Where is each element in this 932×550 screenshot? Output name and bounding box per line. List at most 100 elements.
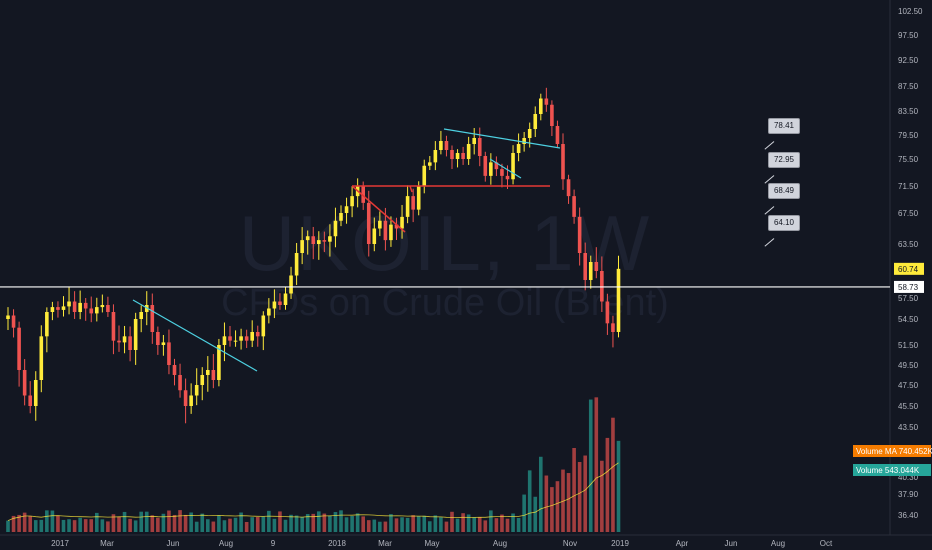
x-tick-label: 2017 (51, 539, 69, 548)
annotation-note[interactable]: 72.95 (768, 152, 800, 168)
volume-bar (139, 511, 143, 532)
candle-body (211, 370, 216, 380)
y-tick-label: 51.50 (898, 341, 919, 350)
volume-bar (267, 510, 271, 532)
candle-body (228, 336, 232, 341)
annotation-note[interactable]: 78.41 (768, 118, 800, 134)
volume-bar (83, 519, 88, 532)
volume-bar (150, 515, 155, 532)
candle-body (588, 262, 593, 280)
volume-bar (533, 496, 538, 532)
y-tick-label: 37.90 (898, 490, 919, 499)
volume-bar (178, 510, 182, 532)
volume-bar (56, 515, 60, 532)
candle-body (178, 375, 182, 391)
y-tick-label: 92.50 (898, 56, 919, 65)
trendline-flag (489, 158, 522, 179)
price-axis (890, 0, 932, 550)
volume-bar (194, 521, 199, 532)
volume-bar (45, 510, 49, 532)
candle-body (616, 268, 621, 332)
x-tick-label: May (424, 539, 439, 548)
volume-bar (550, 487, 554, 532)
candle-body (527, 129, 532, 138)
candle-body (200, 375, 205, 385)
candle-body (311, 236, 316, 244)
candle-body (189, 395, 193, 406)
volume-bar (278, 511, 282, 532)
candle-body (544, 98, 549, 105)
candle-body (455, 153, 460, 159)
y-tick-label: 67.50 (898, 209, 919, 218)
volume-bar (611, 417, 615, 532)
volume-ma-line (7, 462, 619, 521)
candle-body (533, 114, 538, 129)
volume-bar (489, 510, 493, 532)
volume-bar (378, 521, 382, 532)
candle-body (139, 312, 143, 319)
x-tick-label: Apr (676, 539, 689, 548)
candle-body (167, 342, 171, 365)
volume-bar (472, 517, 476, 532)
volume-bar (17, 514, 21, 532)
x-tick-label: Aug (219, 539, 233, 548)
candle-body (339, 213, 343, 221)
price-label-bg (894, 280, 924, 293)
volume-label-bg (853, 445, 931, 457)
x-tick-label: Nov (563, 539, 577, 548)
candle-body (61, 306, 66, 310)
x-tick-label: Mar (100, 539, 114, 548)
candle-body (244, 336, 249, 341)
annotation-note[interactable]: 64.10 (768, 215, 800, 231)
candle-body (217, 345, 221, 380)
x-tick-label: Oct (820, 539, 833, 548)
volume-bar (33, 520, 38, 532)
volume-bar (322, 513, 327, 532)
candle-body (305, 236, 310, 241)
volume-bar (128, 518, 132, 532)
volume-bar (539, 456, 543, 532)
candle-body (439, 141, 443, 150)
candle-body (416, 186, 421, 210)
volume-bar (50, 510, 55, 532)
candle-body (550, 104, 554, 126)
volume-bar (161, 513, 166, 532)
annotation-note[interactable]: 68.49 (768, 183, 800, 199)
candle-body (466, 144, 471, 159)
volume-label-bg (853, 464, 931, 476)
volume-bar (289, 514, 293, 532)
volume-bar (61, 519, 66, 532)
candle-body (11, 315, 16, 328)
volume-bar (600, 460, 604, 532)
candle-body (106, 305, 110, 312)
volume-bar (89, 519, 94, 532)
candle-body (372, 228, 377, 244)
candle-body (206, 370, 210, 375)
candle-body (600, 271, 604, 302)
candle-body (566, 179, 571, 197)
candle-body (605, 301, 610, 324)
volume-bar (222, 520, 227, 532)
candle-body (122, 336, 127, 343)
volume-bar (117, 516, 121, 532)
volume-bar (422, 515, 427, 532)
candle-body (389, 224, 393, 241)
volume-bar (350, 515, 354, 532)
trendline-2018-top (443, 128, 561, 149)
candle-body (272, 301, 277, 309)
y-tick-label: 54.50 (898, 315, 919, 324)
candle-body (555, 126, 560, 144)
volume-bar (78, 517, 82, 532)
candle-body (317, 240, 321, 244)
volume-bar (239, 512, 243, 532)
volume-bar (577, 461, 582, 532)
candle-body (72, 301, 77, 312)
volume-bar (11, 515, 16, 532)
candle-body (45, 312, 49, 337)
volume-bar (300, 516, 304, 532)
trendline-2017 (132, 299, 258, 372)
candle-body (450, 150, 454, 159)
volume-bar (200, 513, 205, 532)
volume-bar (72, 520, 77, 532)
